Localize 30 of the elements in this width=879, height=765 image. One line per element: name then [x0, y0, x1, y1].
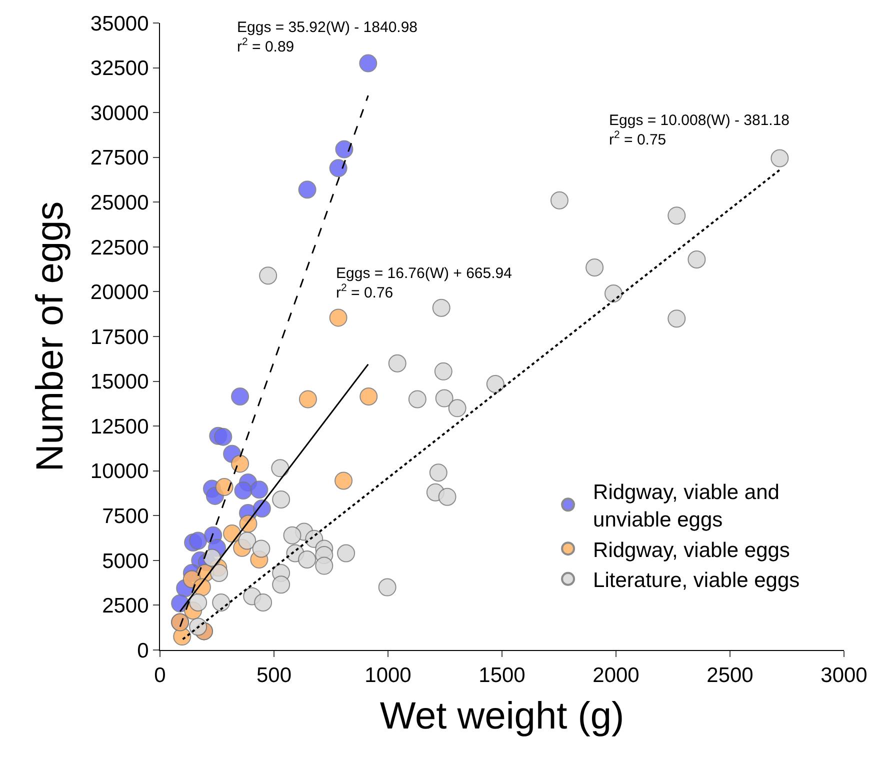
y-tick-label: 35000 — [90, 12, 149, 36]
x-tick-label: 2000 — [592, 664, 640, 688]
y-tick-label: 27500 — [90, 146, 149, 170]
legend-label: Ridgway, viable and unviable eggs — [593, 481, 780, 532]
x-tick-label: 1500 — [478, 664, 526, 688]
y-axis-title: Number of eggs — [30, 201, 72, 472]
x-tick-label: 2500 — [706, 664, 754, 688]
x-tick-label: 1000 — [364, 664, 412, 688]
legend-label: Ridgway, viable eggs — [593, 538, 790, 562]
y-tick-label: 30000 — [90, 102, 149, 125]
x-tick-label: 3000 — [820, 664, 868, 688]
annotation: Eggs = 16.76(W) + 665.94 r$^{2}$ = 0.76 — [336, 265, 512, 302]
legend-label: Literature, viable eggs — [593, 569, 800, 592]
y-tick-label: 20000 — [90, 281, 149, 304]
y-tick-label: 12500 — [90, 415, 149, 438]
y-tick-label: 22500 — [90, 236, 149, 260]
y-tick-label: 7500 — [102, 504, 149, 528]
y-tick-label: 5000 — [102, 550, 149, 573]
x-tick-label: 0 — [154, 664, 166, 688]
x-axis-title: Wet weight (g) — [380, 695, 624, 738]
y-tick-label: 32500 — [90, 57, 149, 80]
y-tick-label: 10000 — [90, 460, 149, 484]
annotation: Eggs = 10.008(W) - 381.18 r$^{2}$ = 0.75 — [609, 112, 790, 148]
x-tick-label: 500 — [256, 664, 292, 688]
y-tick-label: 0 — [137, 639, 149, 662]
y-tick-label: 2500 — [102, 594, 149, 618]
y-tick-label: 25000 — [90, 191, 149, 214]
y-tick-label: 15000 — [90, 370, 149, 394]
annotation: Eggs = 35.92(W) - 1840.98 r$^{2}$ = 0.89 — [237, 19, 418, 56]
y-tick-label: 17500 — [90, 326, 149, 349]
